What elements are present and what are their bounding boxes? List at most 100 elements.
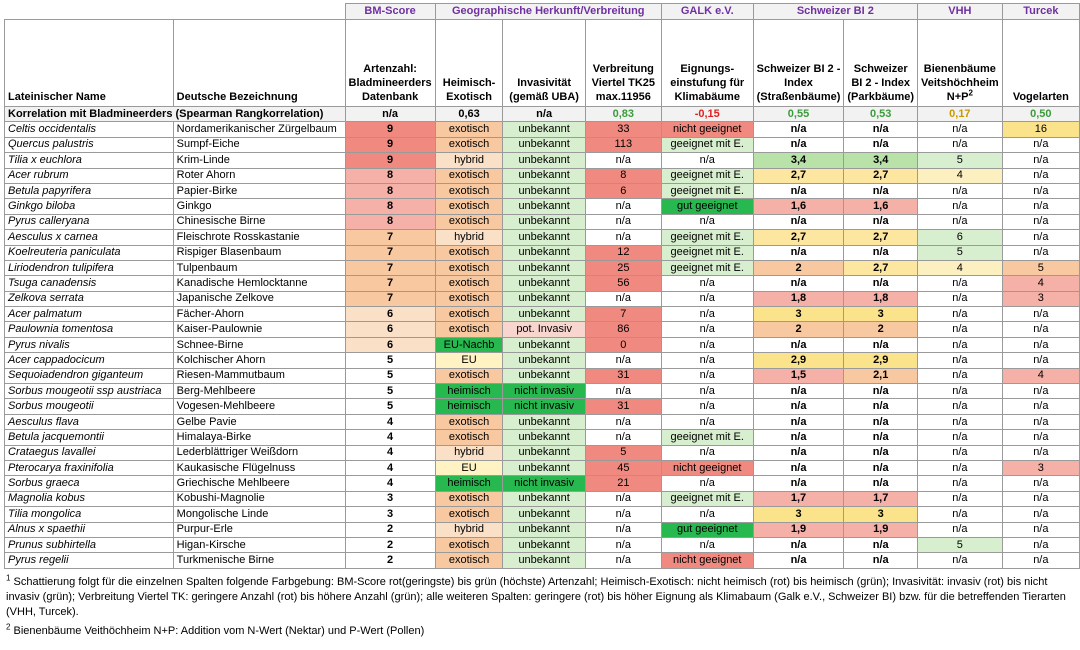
cell-galk-rating: n/a	[660, 321, 754, 338]
table-row: Betula jacquemontii Himalaya-Birke 4 exotis…	[4, 429, 1080, 446]
cell-invasiveness: unbekannt	[502, 290, 586, 308]
cell-invasiveness: unbekannt	[502, 121, 586, 138]
cell-bm-score: 5	[344, 398, 436, 415]
cell-latin-name: Sorbus mougeotii	[4, 398, 174, 415]
cell-bi-street: n/a	[752, 552, 845, 569]
cell-latin-name: Magnolia kobus	[4, 490, 174, 508]
cell-bird-species: n/a	[1001, 552, 1080, 569]
cell-german-name: Nordamerikanischer Zürgelbaum	[172, 121, 346, 138]
cell-latin-name: Prunus subhirtella	[4, 536, 174, 554]
cell-bird-species: 3	[1001, 459, 1080, 477]
cell-latin-name: Ginkgo biloba	[4, 198, 174, 215]
col-latin-name: Lateinischer Name	[4, 19, 174, 107]
cell-galk-rating: n/a	[660, 536, 754, 554]
cell-bi-park: 1,6	[843, 198, 919, 215]
cell-german-name: Kolchischer Ahorn	[172, 352, 346, 369]
cell-distribution: 31	[584, 398, 662, 415]
group-vhh: VHH	[917, 3, 1003, 20]
correlation-label: Korrelation mit Bladmineerders (Spearman…	[4, 105, 346, 123]
cell-invasiveness: unbekannt	[502, 152, 586, 169]
cell-bird-species: 16	[1001, 121, 1080, 138]
col-bird-species: Vogelarten	[1001, 19, 1080, 107]
cell-bm-score: 4	[344, 475, 436, 492]
cell-bi-park: 1,8	[843, 290, 919, 308]
cell-bee-value: n/a	[917, 336, 1003, 354]
corr-galk: -0,15	[660, 105, 754, 123]
table-row: Tsuga canadensis Kanadische Hemlocktanne 7…	[4, 275, 1080, 292]
cell-distribution: 25	[584, 259, 662, 277]
cell-bird-species: n/a	[1001, 352, 1080, 369]
cell-bi-park: n/a	[843, 275, 919, 292]
cell-bm-score: 7	[344, 244, 436, 261]
cell-bee-value: n/a	[917, 136, 1003, 154]
cell-bi-park: n/a	[843, 121, 919, 138]
cell-bi-park: 1,7	[843, 490, 919, 508]
table-row: Tilia x euchlora Krim-Linde 9 hybrid unbekan…	[4, 152, 1080, 169]
cell-distribution: n/a	[584, 352, 662, 369]
cell-bird-species: n/a	[1001, 383, 1080, 400]
cell-bee-value: n/a	[917, 367, 1003, 385]
cell-bird-species: 4	[1001, 367, 1080, 385]
cell-galk-rating: geeignet mit E.	[660, 136, 754, 154]
cell-bird-species: n/a	[1001, 475, 1080, 492]
cell-bi-street: 1,8	[752, 290, 845, 308]
cell-bird-species: n/a	[1001, 167, 1080, 184]
cell-bi-street: n/a	[752, 398, 845, 415]
col-bee-trees: Bienenbäume Veitshöchheim N+P2	[917, 19, 1003, 107]
cell-invasiveness: nicht invasiv	[502, 475, 586, 492]
table-row: Koelreuteria paniculata Rispiger Blasenba…	[4, 244, 1080, 261]
cell-bi-park: n/a	[843, 336, 919, 354]
cell-bee-value: n/a	[917, 475, 1003, 492]
cell-latin-name: Sorbus graeca	[4, 475, 174, 492]
cell-galk-rating: gut geeignet	[660, 521, 754, 538]
table-row: Tilia mongolica Mongolische Linde 3 exotisc…	[4, 506, 1080, 523]
cell-distribution: 56	[584, 275, 662, 292]
cell-invasiveness: unbekannt	[502, 367, 586, 385]
cell-galk-rating: geeignet mit E.	[660, 229, 754, 246]
cell-bird-species: n/a	[1001, 182, 1080, 200]
cell-native-status: hybrid	[434, 229, 504, 246]
cell-german-name: Higan-Kirsche	[172, 536, 346, 554]
cell-bee-value: n/a	[917, 413, 1003, 431]
cell-bi-park: n/a	[843, 413, 919, 431]
cell-bird-species: n/a	[1001, 429, 1080, 446]
cell-bird-species: n/a	[1001, 198, 1080, 215]
cell-galk-rating: n/a	[660, 475, 754, 492]
cell-bee-value: n/a	[917, 429, 1003, 446]
cell-galk-rating: geeignet mit E.	[660, 244, 754, 261]
cell-bi-street: n/a	[752, 475, 845, 492]
col-distribution: Verbreitung Viertel TK25 max.11956	[584, 19, 662, 107]
footnote-2: 2 Bienenbäume Veithöchheim N+P: Addition…	[6, 623, 1074, 639]
cell-latin-name: Aesculus x carnea	[4, 229, 174, 246]
cell-bee-value: n/a	[917, 398, 1003, 415]
cell-german-name: Kaiser-Paulownie	[172, 321, 346, 338]
cell-distribution: n/a	[584, 229, 662, 246]
cell-galk-rating: n/a	[660, 213, 754, 231]
cell-german-name: Kobushi-Magnolie	[172, 490, 346, 508]
cell-bi-park: 3	[843, 506, 919, 523]
cell-native-status: exotisch	[434, 275, 504, 292]
cell-galk-rating: nicht geeignet	[660, 552, 754, 569]
cell-bi-street: n/a	[752, 244, 845, 261]
cell-german-name: Vogesen-Mehlbeere	[172, 398, 346, 415]
cell-bm-score: 9	[344, 136, 436, 154]
table-row: Acer cappadocicum Kolchischer Ahorn 5 EU unb…	[4, 352, 1080, 369]
cell-galk-rating: n/a	[660, 383, 754, 400]
cell-bird-species: 4	[1001, 275, 1080, 292]
footnote-2-text: Bienenbäume Veithöchheim N+P: Addition v…	[13, 625, 425, 637]
cell-distribution: 5	[584, 444, 662, 461]
cell-distribution: n/a	[584, 429, 662, 446]
cell-bee-value: n/a	[917, 552, 1003, 569]
cell-bi-park: 2,7	[843, 167, 919, 184]
col-invasiveness: Invasivität (gemäß UBA)	[502, 19, 586, 107]
cell-native-status: EU-Nachb	[434, 336, 504, 354]
cell-bm-score: 6	[344, 321, 436, 338]
cell-native-status: exotisch	[434, 429, 504, 446]
cell-latin-name: Betula papyrifera	[4, 182, 174, 200]
cell-bm-score: 6	[344, 306, 436, 323]
table-row: Acer palmatum Fächer-Ahorn 6 exotisch unbeka…	[4, 306, 1080, 323]
table-row: Pyrus nivalis Schnee-Birne 6 EU-Nachb unbeka…	[4, 336, 1080, 354]
cell-native-status: exotisch	[434, 552, 504, 569]
cell-invasiveness: unbekannt	[502, 229, 586, 246]
cell-distribution: n/a	[584, 413, 662, 431]
